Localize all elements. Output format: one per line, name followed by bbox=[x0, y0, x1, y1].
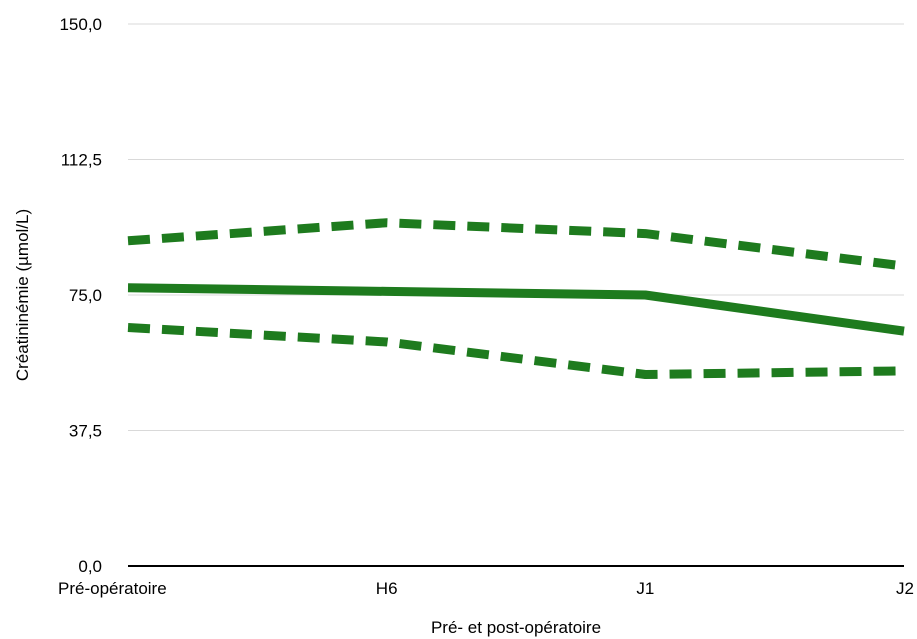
x-tick-label: H6 bbox=[376, 579, 398, 598]
lower-bound-line bbox=[127, 323, 905, 379]
y-tick-label: 75,0 bbox=[69, 286, 102, 305]
y-tick-label: 150,0 bbox=[59, 15, 102, 34]
x-tick-label: Pré-opératoire bbox=[58, 579, 167, 598]
upper-bound-line bbox=[127, 218, 905, 271]
x-axis-title: Pré- et post-opératoire bbox=[431, 618, 601, 637]
y-axis-title: Créatininémie (µmol/L) bbox=[13, 209, 32, 381]
y-tick-label: 37,5 bbox=[69, 422, 102, 441]
y-tick-label: 112,5 bbox=[61, 151, 102, 170]
gridlines bbox=[128, 23, 904, 431]
x-tick-label: J1 bbox=[636, 579, 654, 598]
mean-line bbox=[127, 283, 905, 336]
y-tick-label: 0,0 bbox=[78, 557, 102, 576]
x-tick-labels: Pré-opératoire H6 J1 J2 bbox=[58, 579, 914, 598]
y-tick-labels: 0,0 37,5 75,0 112,5 150,0 bbox=[59, 15, 102, 576]
series-lines bbox=[127, 218, 905, 379]
x-tick-label: J2 bbox=[896, 579, 914, 598]
